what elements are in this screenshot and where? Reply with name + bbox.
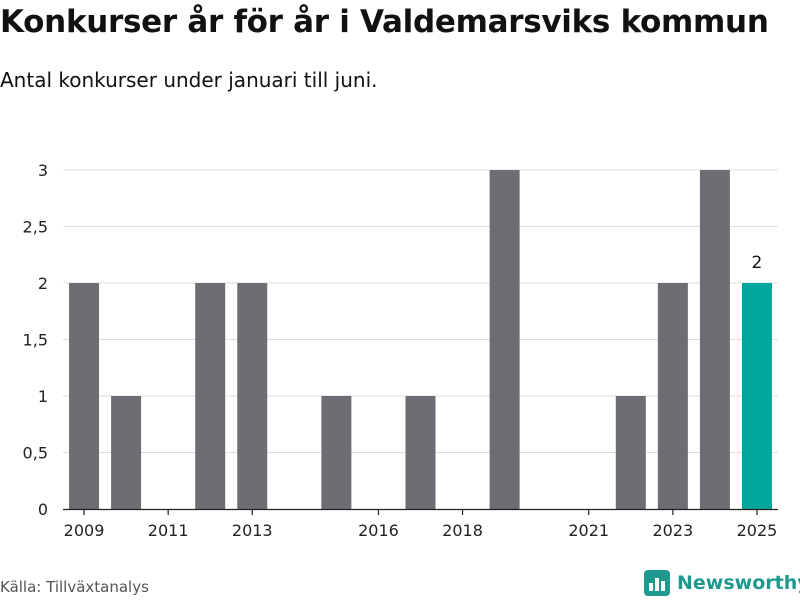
y-tick-label: 1,5 bbox=[23, 331, 48, 350]
newsworthy-icon bbox=[644, 570, 670, 596]
y-tick-label: 1 bbox=[38, 387, 48, 406]
bar-2024 bbox=[699, 170, 730, 509]
x-axis: 2009 2011 2013 2016 2018 2021 2023 2025 bbox=[63, 508, 778, 540]
x-tick-label: 2021 bbox=[568, 521, 609, 540]
bar-2015 bbox=[321, 396, 352, 509]
y-tick-label: 2,5 bbox=[23, 218, 48, 237]
bars bbox=[69, 170, 772, 509]
y-tick-label: 2 bbox=[38, 274, 48, 293]
bar-2010 bbox=[111, 396, 142, 509]
y-tick-label: 3 bbox=[38, 161, 48, 180]
data-label-2025: 2 bbox=[752, 253, 763, 273]
x-tick-label: 2009 bbox=[64, 521, 105, 540]
chart-subtitle: Antal konkurser under januari till juni. bbox=[0, 68, 378, 92]
x-tick-label: 2016 bbox=[358, 521, 399, 540]
brand-name: Newsworthy bbox=[677, 572, 800, 594]
bar-2023 bbox=[657, 283, 688, 509]
bar-2022 bbox=[615, 396, 646, 509]
y-tick-label: 0 bbox=[38, 500, 48, 519]
x-tick-label: 2025 bbox=[737, 521, 778, 540]
x-tick-label: 2018 bbox=[442, 521, 483, 540]
data-labels: 2 bbox=[752, 253, 763, 273]
chart-title: Konkurser år för år i Valdemarsviks komm… bbox=[0, 4, 769, 40]
source-note: Källa: Tillväxtanalys bbox=[0, 578, 149, 596]
x-tick-label: 2011 bbox=[148, 521, 189, 540]
x-tick-label: 2023 bbox=[652, 521, 693, 540]
newsworthy-logo: Newsworthy bbox=[644, 570, 800, 596]
bar-2019 bbox=[489, 170, 520, 509]
y-axis: 0 0,5 1 1,5 2 2,5 3 bbox=[23, 161, 48, 519]
bar-2012 bbox=[195, 283, 226, 509]
y-tick-label: 0,5 bbox=[23, 444, 48, 463]
bar-2017 bbox=[405, 396, 436, 509]
bar-2013 bbox=[237, 283, 268, 509]
x-tick-label: 2013 bbox=[232, 521, 273, 540]
bar-2009 bbox=[69, 283, 100, 509]
bar-2025 bbox=[741, 283, 772, 509]
